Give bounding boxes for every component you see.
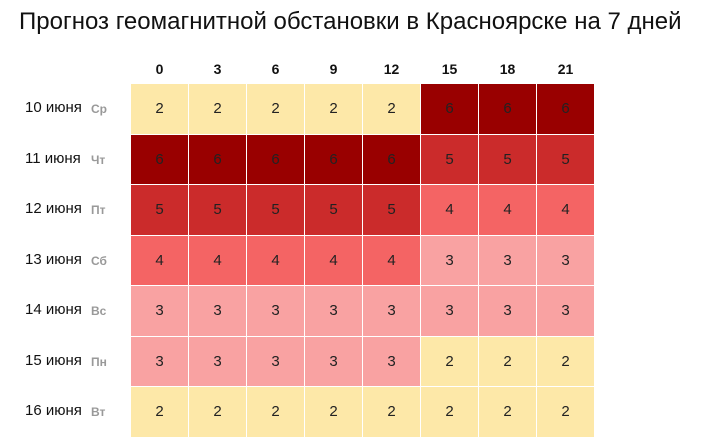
- row-date: 15 июня: [25, 351, 82, 369]
- forecast-cell: 3: [247, 336, 304, 386]
- row-weekday: Ср: [91, 102, 107, 116]
- forecast-cell: 3: [537, 235, 594, 285]
- column-header: 3: [213, 61, 222, 77]
- forecast-cell: 3: [131, 336, 188, 386]
- forecast-cell: 5: [247, 185, 304, 235]
- forecast-cell: 4: [479, 185, 536, 235]
- forecast-cell: 6: [189, 134, 246, 184]
- forecast-cell: 3: [479, 235, 536, 285]
- forecast-cell: 5: [537, 134, 594, 184]
- forecast-cell: 2: [479, 336, 536, 386]
- forecast-cell: 3: [479, 286, 536, 336]
- forecast-cell: 5: [305, 185, 362, 235]
- forecast-cell: 2: [537, 387, 594, 437]
- forecast-cell: 4: [363, 235, 420, 285]
- row-weekday: Чт: [91, 152, 106, 167]
- forecast-cell: 3: [305, 336, 362, 386]
- forecast-cell: 5: [421, 134, 478, 184]
- forecast-cell: 3: [537, 286, 594, 336]
- forecast-cell: 2: [421, 387, 478, 437]
- forecast-cell: 5: [479, 134, 536, 184]
- forecast-cell: 4: [189, 235, 246, 285]
- row-date: 12 июня: [25, 200, 82, 217]
- column-header: 12: [383, 61, 400, 77]
- row-weekday: Пн: [91, 354, 107, 369]
- forecast-cell: 2: [189, 387, 246, 437]
- column-header: 21: [557, 61, 574, 77]
- forecast-cell: 3: [189, 336, 246, 386]
- row-date: 14 июня: [25, 301, 82, 318]
- forecast-cell: 6: [131, 134, 188, 184]
- forecast-cell: 4: [305, 235, 362, 285]
- forecast-cell: 4: [131, 235, 188, 285]
- forecast-cell: 6: [421, 84, 478, 134]
- forecast-cell: 2: [305, 84, 362, 134]
- forecast-cell: 3: [421, 235, 478, 285]
- forecast-cell: 2: [247, 387, 304, 437]
- forecast-cell: 4: [247, 235, 304, 285]
- forecast-cell: 3: [189, 286, 246, 336]
- row-weekday: Вт: [91, 405, 106, 419]
- row-date: 13 июня: [25, 250, 82, 268]
- forecast-cell: 3: [421, 286, 478, 336]
- forecast-cell: 5: [189, 185, 246, 235]
- forecast-cell: 6: [305, 134, 362, 184]
- forecast-cell: 2: [421, 336, 478, 386]
- forecast-cell: 2: [363, 84, 420, 134]
- forecast-cell: 6: [247, 134, 304, 184]
- forecast-cell: 2: [363, 387, 420, 437]
- forecast-cell: 2: [247, 84, 304, 134]
- column-header: 9: [329, 61, 338, 77]
- row-date: 11 июня: [25, 149, 81, 167]
- forecast-cell: 2: [479, 387, 536, 437]
- column-header: 18: [499, 61, 516, 77]
- forecast-cell: 4: [537, 185, 594, 235]
- forecast-cell: 3: [305, 286, 362, 336]
- forecast-cell: 5: [131, 185, 188, 235]
- forecast-cell: 3: [363, 286, 420, 336]
- row-date: 16 июня: [25, 402, 82, 419]
- forecast-cell: 6: [479, 84, 536, 134]
- forecast-cell: 6: [363, 134, 420, 184]
- title: Прогноз геомагнитной обстановки в Красно…: [19, 8, 682, 35]
- forecast-cell: 3: [131, 286, 188, 336]
- forecast-cell: 5: [363, 185, 420, 235]
- forecast-cell: 2: [131, 84, 188, 134]
- forecast-cell: 4: [421, 185, 478, 235]
- forecast-cell: 2: [537, 336, 594, 386]
- forecast-cell: 2: [189, 84, 246, 134]
- row-weekday: Пт: [91, 203, 106, 217]
- row-weekday: Сб: [91, 253, 107, 268]
- column-header: 6: [271, 61, 280, 77]
- forecast-cell: 2: [131, 387, 188, 437]
- forecast-cell: 3: [247, 286, 304, 336]
- row-weekday: Вс: [91, 304, 107, 318]
- forecast-cell: 6: [537, 84, 594, 134]
- column-header: 0: [155, 61, 164, 77]
- column-header: 15: [441, 61, 458, 77]
- row-date: 10 июня: [25, 99, 82, 116]
- forecast-cell: 3: [363, 336, 420, 386]
- forecast-cell: 2: [305, 387, 362, 437]
